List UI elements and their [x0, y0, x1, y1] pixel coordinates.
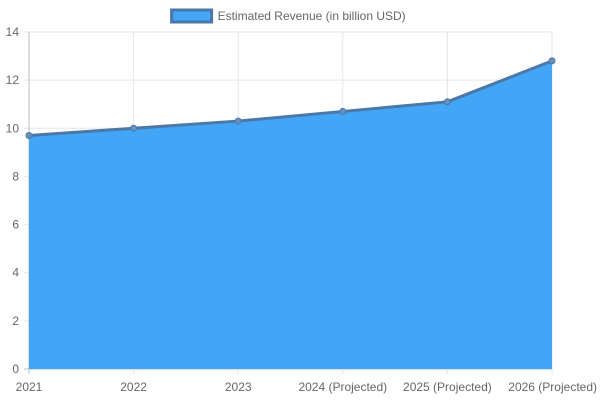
data-point[interactable] [234, 117, 242, 125]
data-point[interactable] [25, 132, 33, 140]
y-tick-label: 12 [6, 73, 20, 87]
series-area-fill [29, 60, 552, 370]
y-tick-label: 2 [12, 314, 19, 328]
x-tick-label: 2026 (Projected) [508, 380, 597, 394]
y-tick-label: 10 [6, 121, 20, 135]
tick-labels: 0 2 4 6 8 10 12 14 2021 2022 2023 2024 (Projected) 2… [6, 25, 597, 394]
x-tick-label: 2023 [225, 380, 252, 394]
x-tick-label: 2021 [16, 380, 43, 394]
data-point[interactable] [443, 98, 451, 106]
y-tick-label: 0 [12, 362, 19, 376]
series-area [25, 57, 556, 370]
y-tick-label: 14 [6, 25, 20, 39]
data-point[interactable] [130, 124, 138, 132]
y-tick-label: 4 [12, 266, 19, 280]
series-line [28, 59, 553, 138]
y-tick-label: 8 [12, 169, 19, 183]
x-tick-label: 2024 (Projected) [298, 380, 387, 394]
x-tick-label: 2025 (Projected) [403, 380, 492, 394]
data-point[interactable] [339, 107, 347, 115]
data-point[interactable] [548, 57, 556, 65]
legend-label[interactable]: Estimated Revenue (in billion USD) [218, 9, 406, 23]
x-tick-label: 2022 [120, 380, 147, 394]
legend-swatch[interactable] [170, 8, 214, 24]
legend[interactable]: Estimated Revenue (in billion USD) [170, 8, 406, 24]
y-tick-label: 6 [12, 218, 19, 232]
